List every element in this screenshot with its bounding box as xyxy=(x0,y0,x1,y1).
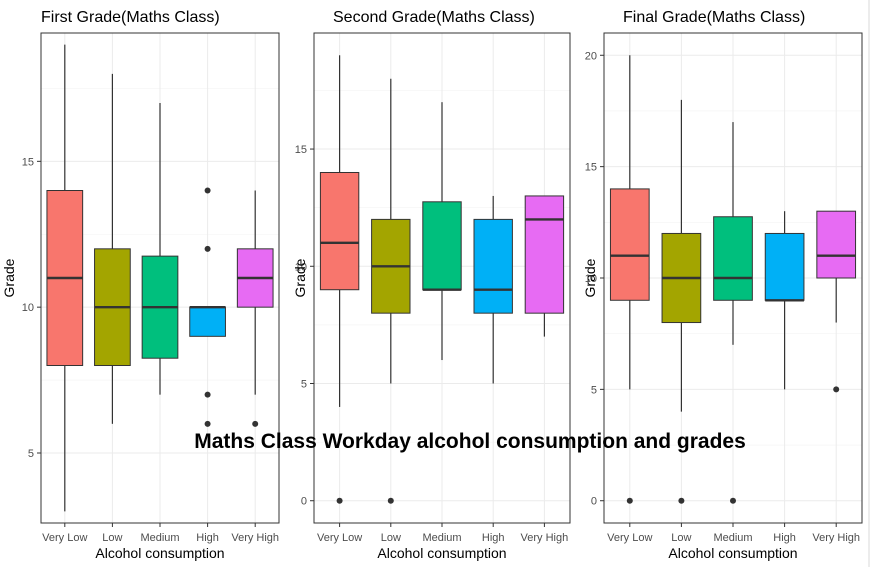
outlier-point xyxy=(252,420,259,427)
iqr-box xyxy=(422,201,462,291)
outlier-point xyxy=(204,420,211,427)
iqr-box xyxy=(816,210,857,279)
y-tick-label: 5 xyxy=(28,448,34,460)
y-tick-label: 0 xyxy=(301,496,307,508)
x-tick-label: Very Low xyxy=(317,532,362,544)
y-axis-label: Grade xyxy=(582,258,598,297)
panel-title: Final Grade(Maths Class) xyxy=(623,9,805,26)
box-1-4 xyxy=(189,187,226,427)
outlier-point xyxy=(204,391,211,398)
x-tick-label: Low xyxy=(381,532,401,544)
box-1-2 xyxy=(94,73,131,424)
box-2-2 xyxy=(371,78,411,504)
x-axis-label: Alcohol consumption xyxy=(668,545,797,561)
box-3-3 xyxy=(713,122,753,504)
iqr-box xyxy=(764,232,805,301)
x-tick-label: Medium xyxy=(422,532,461,544)
x-tick-label: High xyxy=(196,532,219,544)
figure-title: Maths Class Workday alcohol consumption … xyxy=(194,430,746,453)
iqr-box xyxy=(189,306,226,337)
y-tick-label: 10 xyxy=(22,302,34,314)
iqr-box xyxy=(473,218,513,314)
box-2-4 xyxy=(473,195,513,384)
box-3-5 xyxy=(816,210,857,393)
chart-panel-2: 0 5 10 15 Very Low Low Medium High Very High Seco… xyxy=(292,9,571,561)
box-1-3 xyxy=(141,103,179,395)
y-tick-label: 15 xyxy=(295,144,307,156)
y-tick-label: 15 xyxy=(585,162,597,174)
x-tick-label: Medium xyxy=(140,532,179,544)
outlier-point xyxy=(678,497,685,504)
x-tick-label: Very Low xyxy=(42,532,87,544)
box-2-1 xyxy=(319,55,360,504)
x-tick-label: Low xyxy=(102,532,122,544)
y-tick-label: 20 xyxy=(585,50,597,62)
iqr-box xyxy=(524,195,565,314)
panel-title: Second Grade(Maths Class) xyxy=(333,9,535,26)
iqr-box xyxy=(319,171,360,291)
y-tick-label: 10 xyxy=(585,273,597,285)
x-axis-label: Alcohol consumption xyxy=(95,545,224,561)
outlier-point xyxy=(730,497,736,504)
x-tick-label: High xyxy=(482,532,505,544)
box-3-1 xyxy=(609,55,650,504)
chart-panel-3: 0 5 10 15 20 Very Low Low Medium High Very High Fi… xyxy=(582,9,863,561)
x-tick-label: Low xyxy=(671,532,691,544)
chart-panel-1: 5 10 15 Very Low Low Medium High Very High First… xyxy=(1,9,280,561)
outlier-point xyxy=(204,187,211,194)
y-tick-label: 10 xyxy=(295,261,307,273)
x-tick-label: Very High xyxy=(521,532,569,544)
box-3-4 xyxy=(764,211,805,390)
x-tick-label: Very Low xyxy=(607,532,652,544)
x-tick-label: Very High xyxy=(812,532,860,544)
x-tick-label: Very High xyxy=(231,532,279,544)
box-1-1 xyxy=(46,44,84,512)
x-axis-label: Alcohol consumption xyxy=(377,545,506,561)
panel-title: First Grade(Maths Class) xyxy=(41,9,220,26)
y-tick-label: 15 xyxy=(22,156,34,168)
y-axis-label: Grade xyxy=(1,258,17,297)
outlier-point xyxy=(204,245,211,252)
y-tick-label: 5 xyxy=(591,384,597,396)
outlier-point xyxy=(833,386,840,393)
iqr-box xyxy=(713,216,753,301)
x-tick-label: Medium xyxy=(713,532,752,544)
box-1-5 xyxy=(236,190,274,427)
box-2-3 xyxy=(422,102,462,361)
iqr-box xyxy=(609,188,650,301)
box-2-5 xyxy=(524,195,565,337)
y-tick-label: 0 xyxy=(591,496,597,508)
outlier-point xyxy=(336,497,343,504)
y-tick-label: 5 xyxy=(301,379,307,391)
box-3-2 xyxy=(661,99,702,504)
outlier-point xyxy=(626,497,633,504)
y-axis-label: Grade xyxy=(292,258,308,297)
x-tick-label: High xyxy=(773,532,796,544)
outlier-point xyxy=(387,497,394,504)
